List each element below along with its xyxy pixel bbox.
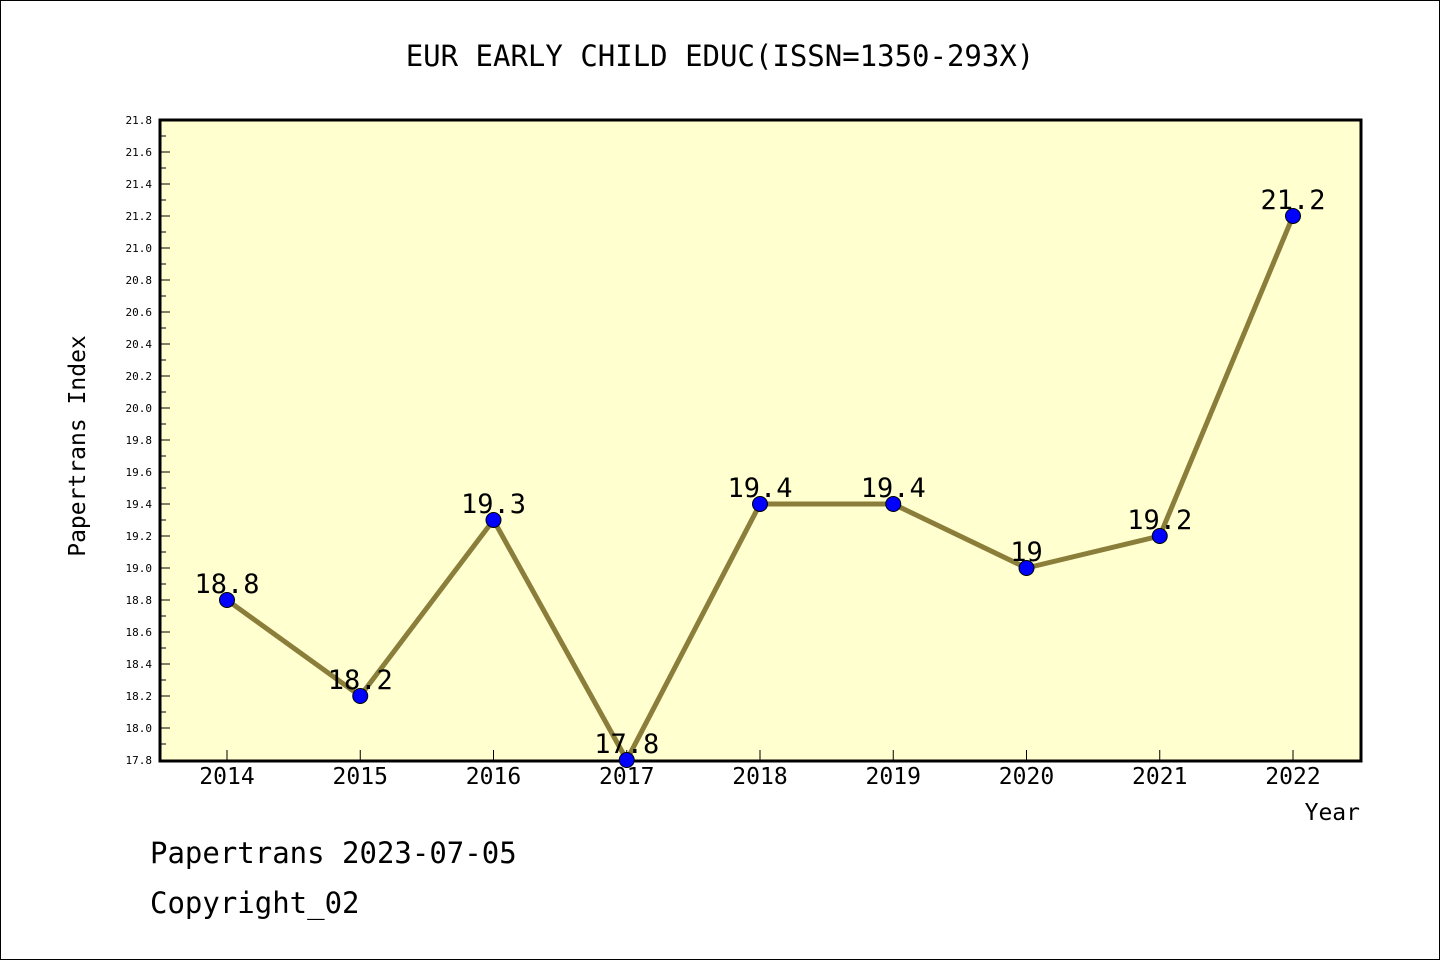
footer-line-1: Papertrans 2023-07-05 xyxy=(150,836,517,870)
y-tick-label: 20.0 xyxy=(126,402,153,415)
x-tick-label: 2015 xyxy=(333,764,388,790)
y-tick-label: 21.2 xyxy=(126,210,153,223)
x-tick-label: 2017 xyxy=(599,764,654,790)
x-tick-label: 2021 xyxy=(1132,764,1187,790)
y-tick-label: 18.0 xyxy=(126,722,153,735)
y-tick-label: 19.8 xyxy=(126,434,153,447)
data-label: 19.3 xyxy=(461,489,526,520)
data-label: 18.2 xyxy=(328,665,393,696)
data-point xyxy=(352,688,369,704)
data-point xyxy=(618,752,635,768)
data-point xyxy=(752,496,768,512)
x-tick-label: 2014 xyxy=(199,764,254,790)
chart-title: EUR EARLY CHILD EDUC(ISSN=1350-293X) xyxy=(406,39,1035,73)
y-tick-label: 21.8 xyxy=(126,114,153,127)
y-axis-label: Papertrans Index xyxy=(65,335,91,557)
y-tick-label: 18.2 xyxy=(126,690,153,703)
x-tick-label: 2018 xyxy=(732,764,787,790)
data-label: 17.8 xyxy=(594,729,659,760)
data-point xyxy=(485,512,502,528)
x-axis: 2014 2015 2016 2017 2018 2019 2020 2021 2022 xyxy=(199,750,1321,790)
y-tick-label: 18.6 xyxy=(126,626,153,639)
data-point xyxy=(885,496,902,512)
x-tick-label: 2020 xyxy=(999,764,1054,790)
data-point xyxy=(1018,560,1035,576)
y-tick-label: 20.2 xyxy=(126,370,153,383)
y-axis: 17.8 18.0 18.2 18.4 18.6 18.8 19.0 19.2 19.4 19.6… xyxy=(126,114,170,767)
y-tick-label: 21.0 xyxy=(126,242,153,255)
data-label: 21.2 xyxy=(1260,185,1325,216)
y-tick-label: 21.6 xyxy=(126,146,153,159)
data-point xyxy=(219,592,235,608)
y-tick-label: 20.4 xyxy=(126,338,153,351)
y-tick-label: 18.4 xyxy=(126,658,153,671)
x-axis-label: Year xyxy=(1305,800,1360,826)
data-point xyxy=(1151,528,1168,544)
x-tick-label: 2019 xyxy=(866,764,921,790)
data-label: 18.8 xyxy=(194,569,259,600)
data-label: 19 xyxy=(1010,537,1043,568)
data-point xyxy=(1285,208,1301,224)
y-tick-label: 17.8 xyxy=(126,754,153,767)
x-tick-label: 2022 xyxy=(1265,764,1320,790)
data-label: 19.4 xyxy=(861,473,926,504)
x-tick-label: 2016 xyxy=(466,764,521,790)
y-tick-label: 19.4 xyxy=(126,498,153,511)
footer-line-2: Copyright_02 xyxy=(150,886,360,921)
plot-area xyxy=(158,118,1363,763)
y-tick-label: 21.4 xyxy=(126,178,153,191)
data-label: 19.2 xyxy=(1127,505,1192,536)
y-tick-label: 19.0 xyxy=(126,562,153,575)
series-group: 18.8 18.2 19.3 17.8 19.4 19.4 19 19.2 21.2 xyxy=(194,185,1326,768)
y-tick-label: 19.2 xyxy=(126,530,153,543)
y-tick-label: 18.8 xyxy=(126,594,153,607)
data-label: 19.4 xyxy=(727,473,792,504)
y-tick-label: 19.6 xyxy=(126,466,153,479)
y-tick-label: 20.8 xyxy=(126,274,153,287)
y-tick-label: 20.6 xyxy=(126,306,153,319)
